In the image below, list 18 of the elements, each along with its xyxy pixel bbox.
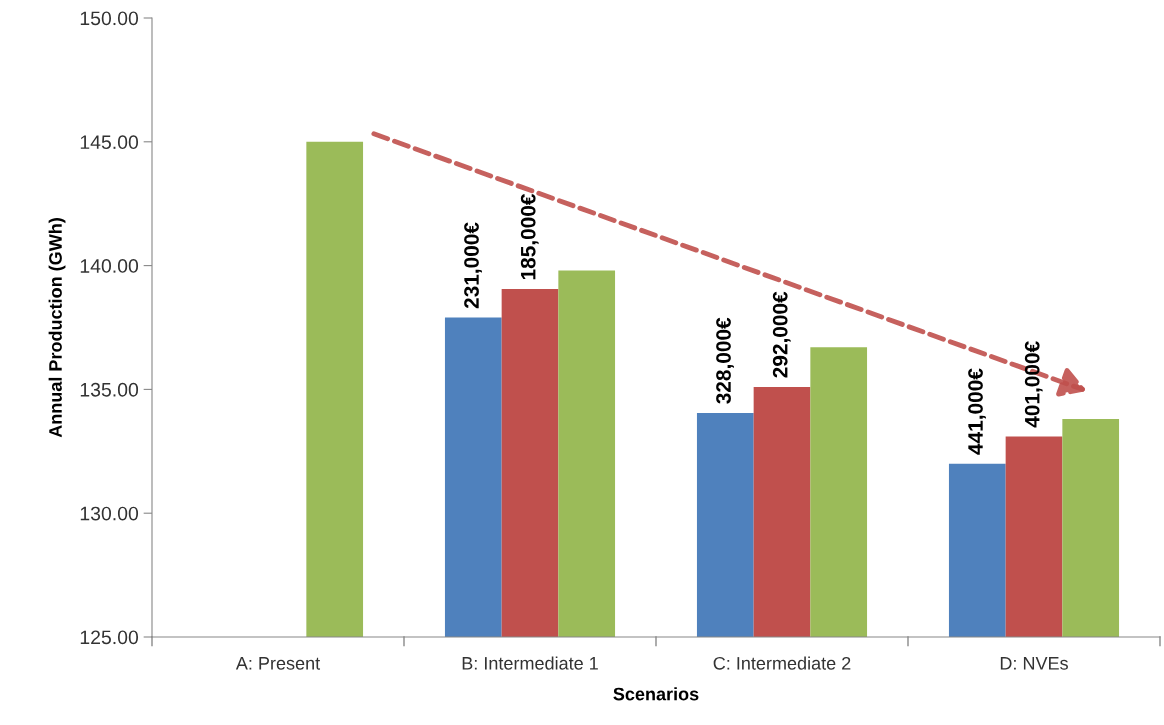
annotation: 401,000€: [1024, 341, 1043, 428]
y-tick-label: 135.00: [80, 382, 139, 397]
y-tick-label: 125.00: [80, 630, 139, 645]
x-axis-title: Scenarios: [613, 687, 699, 701]
annotation: 328,000€: [716, 317, 734, 404]
y-tick-label: 145.00: [80, 135, 139, 150]
annotation: 185,000€: [520, 193, 539, 280]
y-axis-title: Annual Production (GWh): [48, 218, 66, 438]
x-tick-label: D: NVEs: [1000, 657, 1068, 670]
x-tick-label: A: Present: [235, 657, 321, 670]
y-tick-label: 150.00: [80, 11, 139, 26]
x-tick-label: C: Intermediate 2: [713, 656, 851, 670]
x-tick-label: B: Intermediate 1: [462, 656, 598, 670]
annotation: 231,000€: [464, 222, 482, 309]
annotation: 292,000€: [772, 291, 791, 378]
y-tick-label: 130.00: [80, 506, 139, 521]
y-tick-label: 140.00: [80, 259, 139, 273]
annotation: 441,000€: [968, 368, 986, 455]
